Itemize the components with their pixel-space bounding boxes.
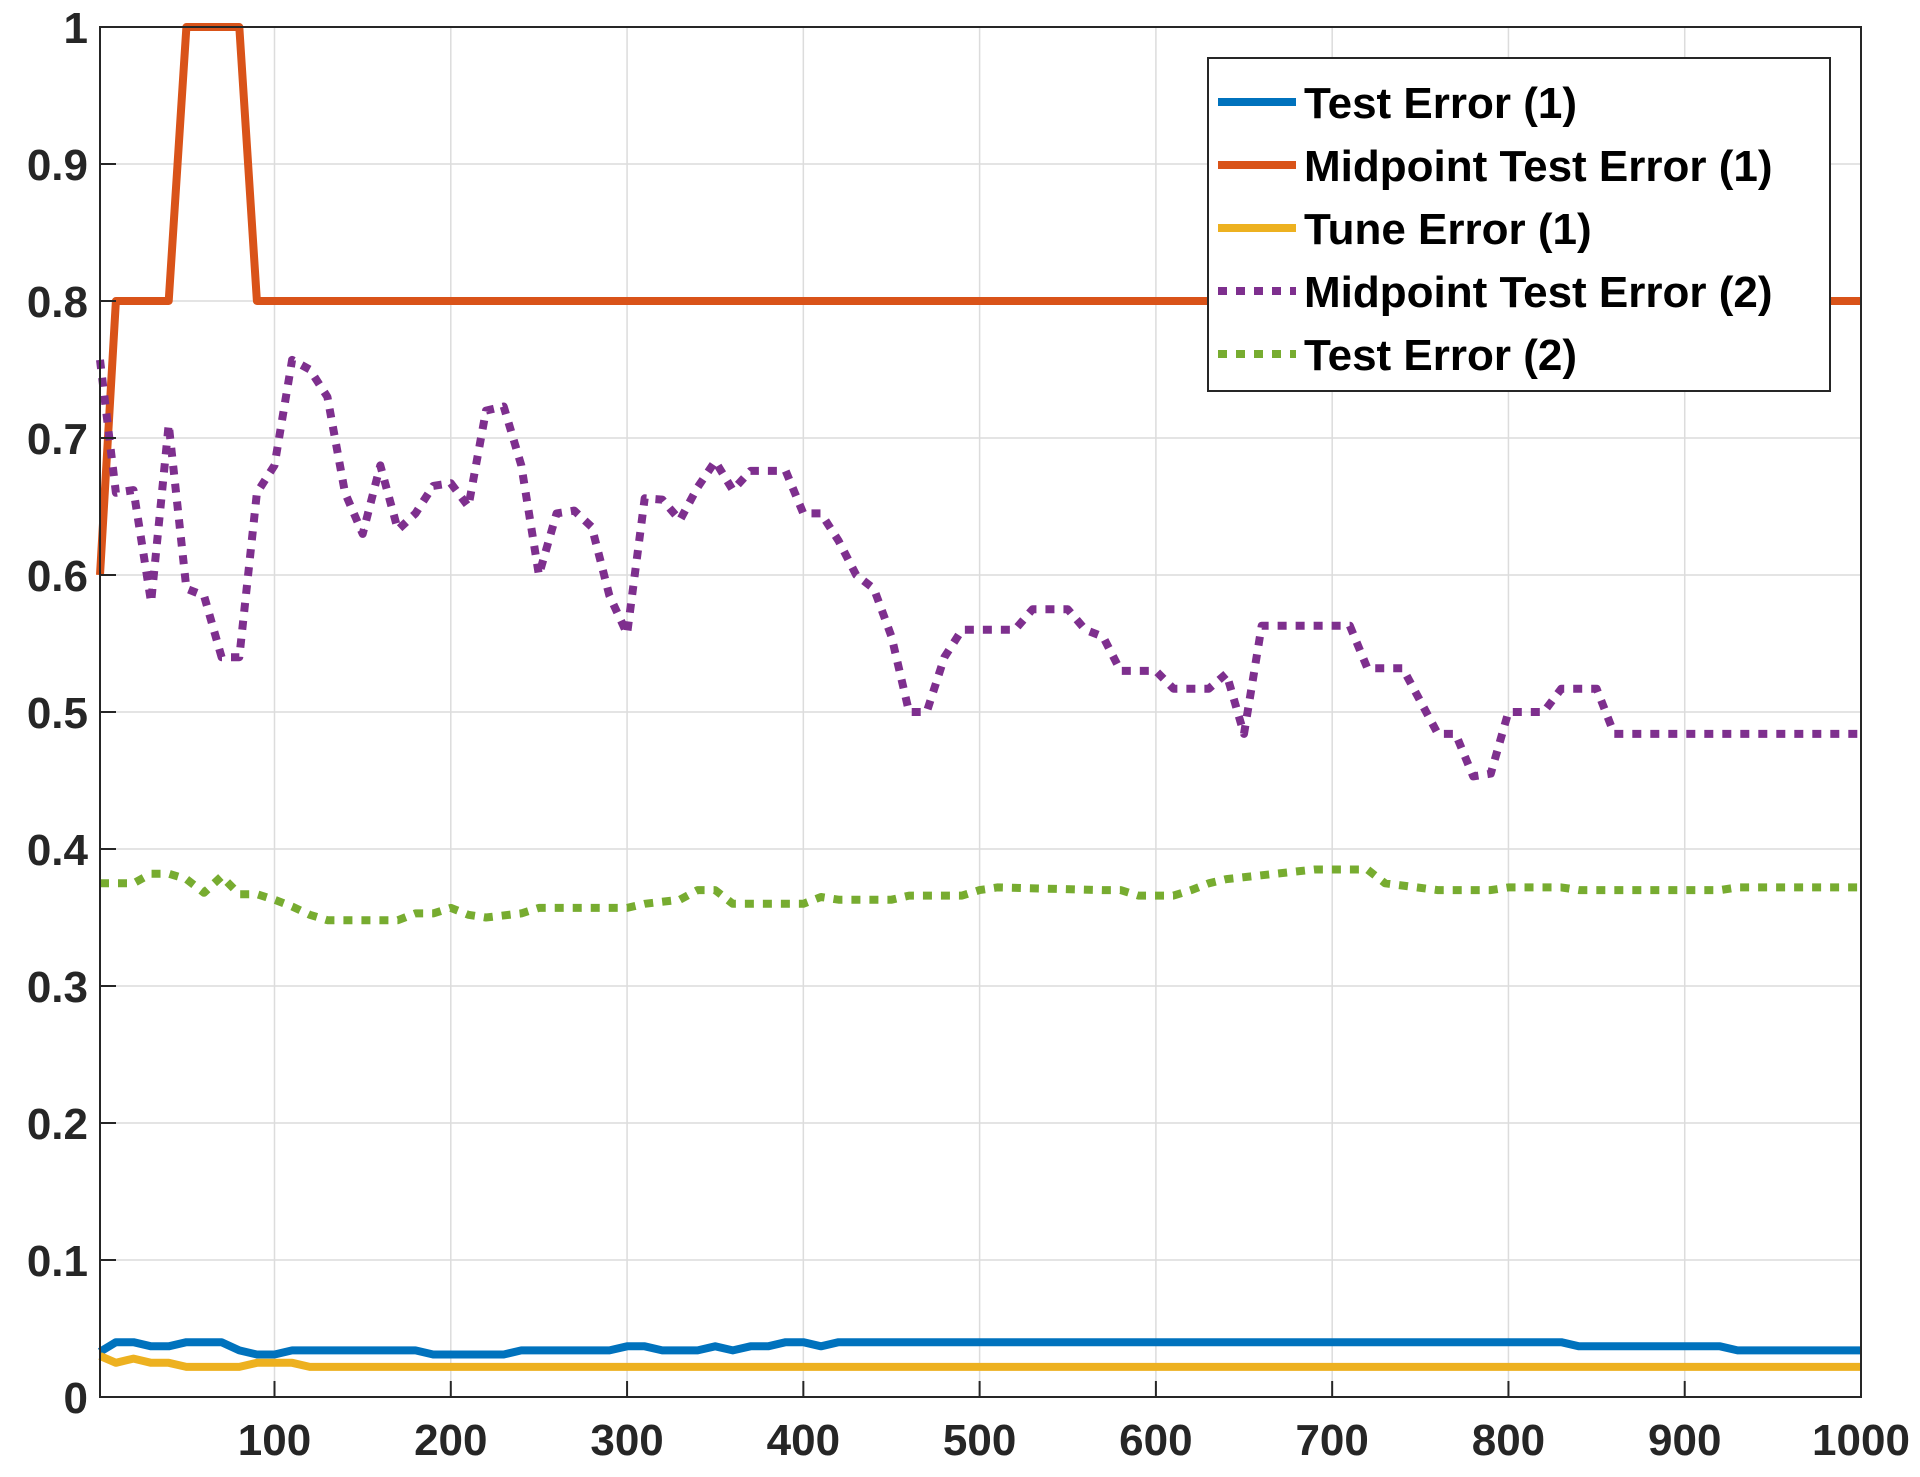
x-tick-label: 400 — [767, 1416, 840, 1465]
x-tick-label: 900 — [1648, 1416, 1721, 1465]
x-tick-label: 1000 — [1812, 1416, 1910, 1465]
y-tick-label: 0.2 — [27, 1100, 88, 1149]
y-tick-label: 0.5 — [27, 689, 88, 738]
legend: Test Error (1) Midpoint Test Error (1) Tun… — [1207, 57, 1831, 392]
series-line-4 — [96, 355, 1861, 781]
x-tick-label: 600 — [1119, 1416, 1192, 1465]
legend-label-5: Test Error (2) — [1304, 331, 1577, 380]
y-tick-label: 1 — [64, 4, 88, 53]
legend-label-3: Tune Error (1) — [1304, 205, 1592, 254]
series-line-1 — [97, 1338, 1861, 1359]
y-tick-label: 0.1 — [27, 1237, 88, 1286]
legend-label-1: Test Error (1) — [1304, 79, 1577, 128]
series-line-3 — [98, 1352, 1861, 1371]
y-tick-label: 0.4 — [27, 826, 89, 875]
x-tick-label: 500 — [943, 1416, 1016, 1465]
legend-box — [1207, 57, 1831, 392]
legend-label-2: Midpoint Test Error (1) — [1304, 142, 1773, 191]
x-tick-label: 200 — [414, 1416, 487, 1465]
x-tick-label: 800 — [1472, 1416, 1545, 1465]
y-tick-label: 0 — [64, 1374, 88, 1423]
y-tick-label: 0.8 — [27, 278, 88, 327]
x-tick-label: 700 — [1295, 1416, 1368, 1465]
y-tick-label: 0.6 — [27, 552, 88, 601]
legend-label-4: Midpoint Test Error (2) — [1304, 268, 1773, 317]
y-tick-label: 0.7 — [27, 415, 88, 464]
series-line-5 — [100, 865, 1861, 925]
x-tick-label: 100 — [238, 1416, 311, 1465]
x-tick-label: 300 — [590, 1416, 663, 1465]
y-tick-label: 0.3 — [27, 963, 88, 1012]
axis-ticks: 100 200 300 400 500 600 700 800 900 1000 0 0.1 0.2 0.… — [27, 4, 1910, 1465]
y-tick-label: 0.9 — [27, 141, 88, 190]
